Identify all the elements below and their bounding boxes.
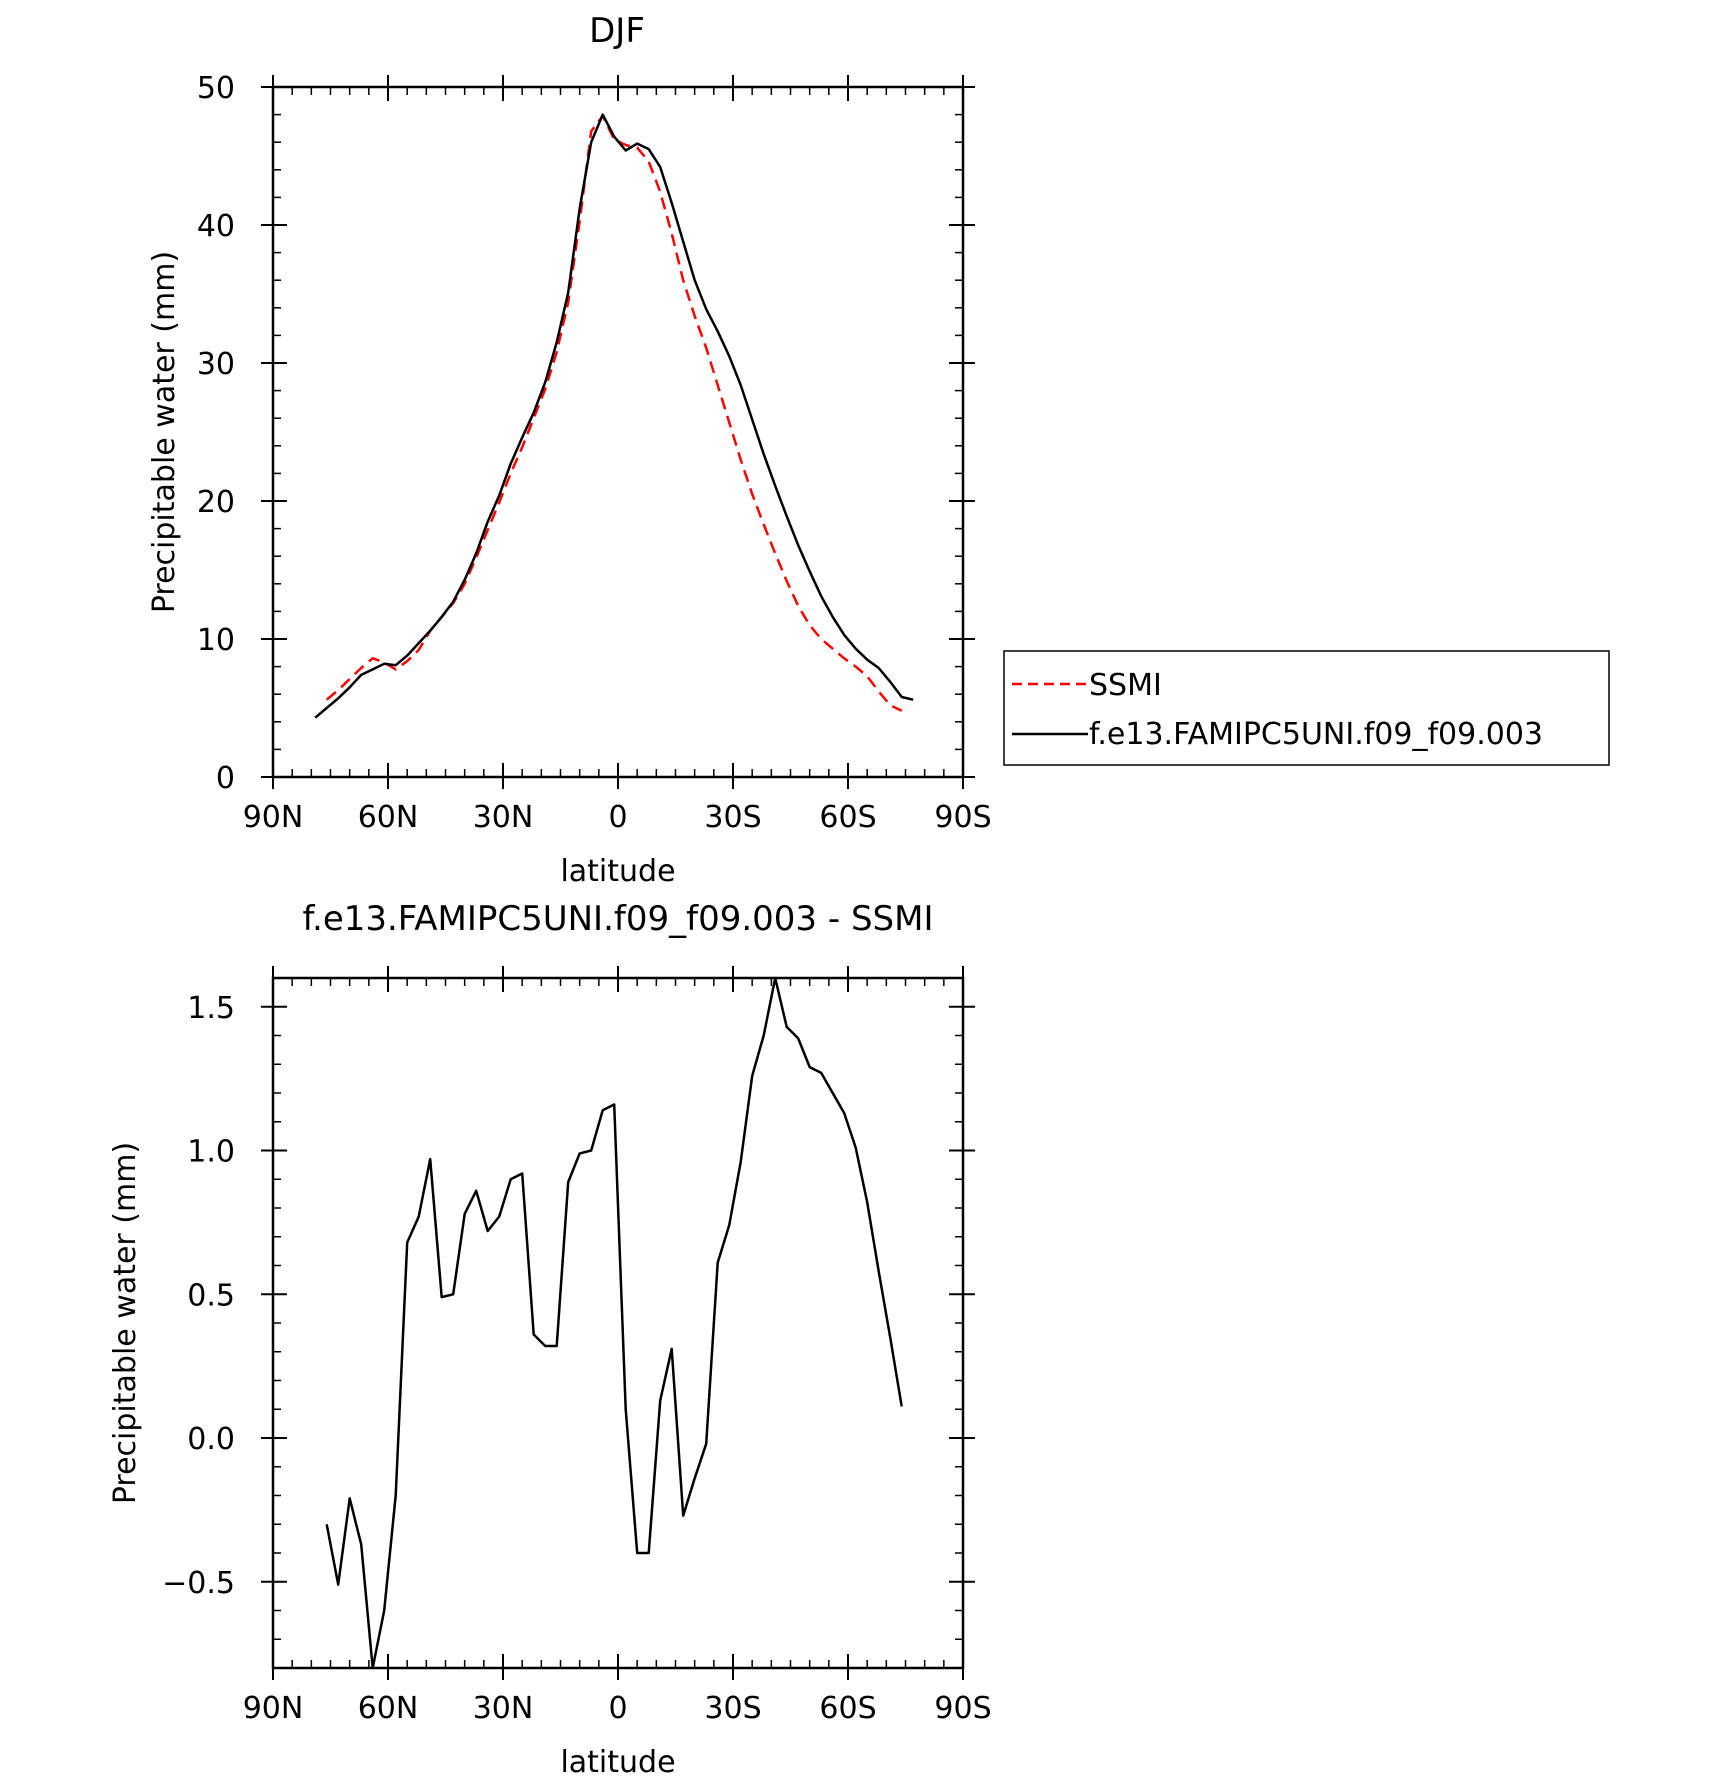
chart-difference: f.e13.FAMIPC5UNI.f09_f09.003 - SSMI 90N 6… <box>108 899 992 1780</box>
legend-box <box>1003 650 1610 766</box>
chart-title: f.e13.FAMIPC5UNI.f09_f09.003 - SSMI <box>303 899 934 939</box>
y-tick-label: 0 <box>216 761 235 796</box>
chart-title: DJF <box>589 11 645 51</box>
x-tick-label: 90N <box>243 800 304 835</box>
y-tick-label: 40 <box>197 209 235 244</box>
legend-label-model: f.e13.FAMIPC5UNI.f09_f09.003 <box>1089 717 1543 752</box>
plot-frame <box>271 976 965 1670</box>
x-tick-label: 0 <box>608 800 627 835</box>
x-tick-label: 90S <box>934 800 991 835</box>
y-tick-label: 1.0 <box>187 1135 235 1170</box>
x-tick-label: 60S <box>819 1691 876 1726</box>
x-tick-label: 30N <box>473 800 534 835</box>
x-tick-label: 60N <box>358 800 419 835</box>
axis-ticks <box>261 75 975 789</box>
x-tick-label: 30N <box>473 1691 534 1726</box>
x-tick-label: 90S <box>934 1691 991 1726</box>
y-tick-label: 20 <box>197 485 235 520</box>
y-tick-label: 0.5 <box>187 1278 235 1313</box>
axis-ticks <box>261 966 975 1680</box>
y-tick-label: 50 <box>197 71 235 106</box>
x-tick-label: 60S <box>819 800 876 835</box>
y-axis-label: Precipitable water (mm) <box>147 251 182 613</box>
series-line-0 <box>325 114 903 712</box>
legend-label-ssmi: SSMI <box>1089 668 1162 703</box>
x-tick-label: 90N <box>243 1691 304 1726</box>
plot-frame <box>271 85 965 779</box>
x-tick-label: 60N <box>358 1691 419 1726</box>
y-tick-label: −0.5 <box>162 1566 235 1601</box>
x-tick-label: 0 <box>608 1691 627 1726</box>
x-tick-label: 30S <box>704 1691 761 1726</box>
y-tick-label: 10 <box>197 623 235 658</box>
x-axis-label: latitude <box>560 1745 675 1777</box>
x-tick-labels: 90N 60N 30N 0 30S 60S 90S <box>243 1691 992 1726</box>
y-axis-label: Precipitable water (mm) <box>108 1142 143 1504</box>
y-tick-label: 1.5 <box>187 991 235 1026</box>
y-tick-labels: 0 10 20 30 40 50 <box>197 71 235 796</box>
x-tick-labels: 90N 60N 30N 0 30S 60S 90S <box>243 800 992 835</box>
series-group <box>314 113 914 719</box>
x-tick-label: 30S <box>704 800 761 835</box>
legend: SSMI f.e13.FAMIPC5UNI.f09_f09.003 <box>1003 650 1610 766</box>
chart-djf: DJF 90N 60N 30N 0 30S 60S 90S 0 10 20 30 40 50 lati… <box>147 11 992 889</box>
y-tick-labels: −0.5 0.0 0.5 1.0 1.5 <box>162 991 235 1601</box>
series-line-0 <box>325 976 903 1670</box>
series-line-1 <box>314 113 914 719</box>
x-axis-label: latitude <box>560 854 675 889</box>
series-group <box>325 976 903 1670</box>
y-tick-label: 30 <box>197 347 235 382</box>
y-tick-label: 0.0 <box>187 1422 235 1457</box>
